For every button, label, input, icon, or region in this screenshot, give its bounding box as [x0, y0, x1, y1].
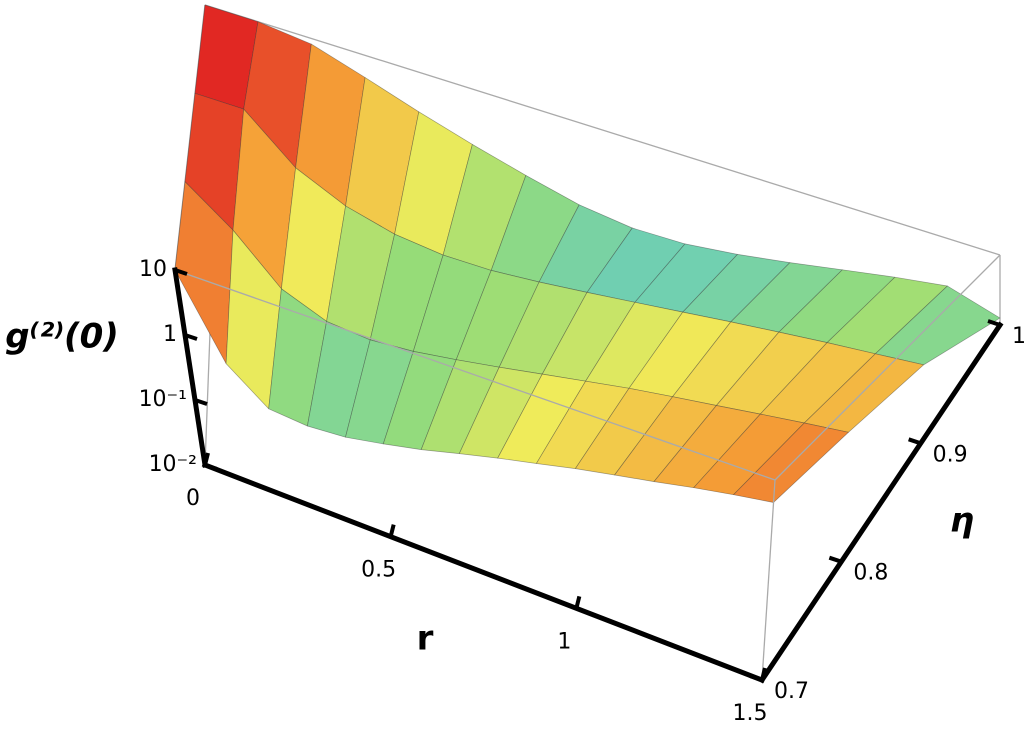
box-edge: [761, 479, 776, 681]
z-tick-label: 10⁻¹: [139, 387, 187, 412]
x-tick-label: 0: [186, 486, 200, 511]
y-tick-label: 0.8: [853, 561, 888, 586]
y-axis-label: η: [950, 501, 974, 541]
x-tick-label: 0.5: [361, 558, 396, 583]
z-tick: [174, 268, 188, 276]
y-axis: [758, 321, 1004, 684]
x-tick: [574, 595, 582, 609]
y-tick-label: 1: [1012, 324, 1026, 349]
x-tick: [203, 452, 210, 466]
x-axis: [201, 461, 766, 684]
z-axis: [172, 267, 208, 468]
z-axis-label: g⁽²⁾(0): [5, 317, 119, 357]
axes: 0 0.5 1 1.50.7 0.8 0.9 1 10 1 10⁻¹ 10⁻²: [139, 257, 1026, 726]
y-tick: [749, 674, 763, 682]
surface: [174, 4, 1001, 503]
y-tick: [987, 319, 1001, 327]
z-tick-label: 10⁻²: [149, 452, 197, 477]
box-edge: [204, 4, 1001, 256]
z-tick: [184, 333, 198, 341]
y-tick: [908, 437, 922, 446]
box-front: [174, 254, 1001, 681]
x-axis-label: r: [417, 619, 434, 659]
box-edge: [774, 254, 1001, 481]
x-tick: [760, 667, 767, 681]
box-edge: [174, 269, 776, 481]
y-tick: [828, 555, 842, 564]
y-tick-label: 0.9: [933, 442, 968, 467]
surface-cell: [733, 422, 849, 503]
z-tick: [194, 398, 208, 406]
x-tick-label: 1.5: [733, 701, 768, 726]
x-tick: [388, 524, 396, 538]
x-tick-label: 1: [557, 629, 571, 654]
z-tick-label: 10: [139, 257, 167, 282]
z-tick: [204, 463, 218, 471]
z-tick-label: 1: [163, 322, 177, 347]
y-tick-label: 0.7: [774, 679, 809, 704]
surface-cell: [803, 353, 925, 433]
